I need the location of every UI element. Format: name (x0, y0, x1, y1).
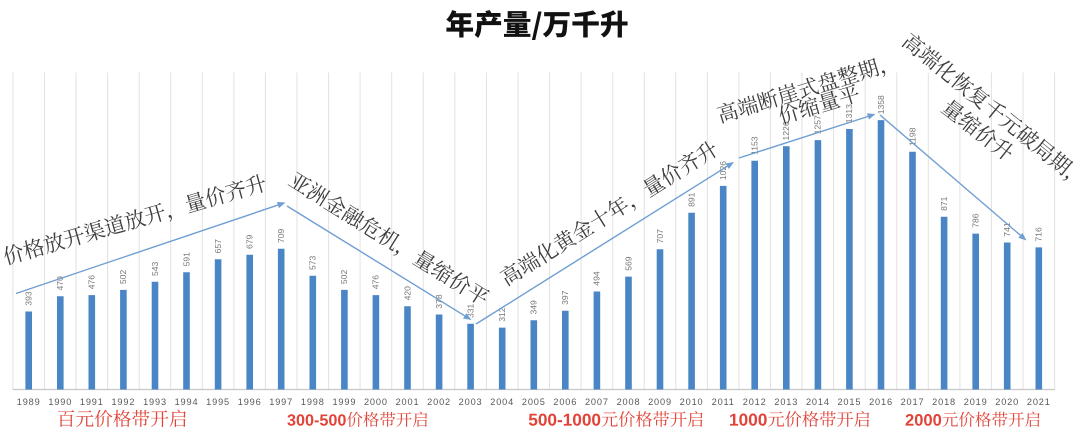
svg-text:569: 569 (623, 256, 633, 271)
svg-text:1992: 1992 (111, 397, 135, 407)
svg-text:1990: 1990 (48, 397, 72, 407)
svg-text:349: 349 (529, 300, 539, 315)
svg-text:2012: 2012 (743, 397, 767, 407)
svg-text:591: 591 (181, 252, 191, 267)
svg-text:1995: 1995 (206, 397, 230, 407)
svg-text:2001: 2001 (396, 397, 420, 407)
svg-text:420: 420 (402, 286, 412, 301)
svg-text:2006: 2006 (553, 397, 577, 407)
svg-text:1999: 1999 (332, 397, 356, 407)
svg-text:2009: 2009 (648, 397, 672, 407)
svg-text:573: 573 (308, 255, 318, 270)
svg-text:393: 393 (24, 291, 34, 306)
svg-text:1994: 1994 (175, 397, 199, 407)
svg-text:2014: 2014 (806, 397, 830, 407)
svg-text:397: 397 (560, 290, 570, 305)
svg-text:2008: 2008 (617, 397, 641, 407)
svg-text:1993: 1993 (143, 397, 167, 407)
svg-text:476: 476 (87, 275, 97, 290)
svg-text:331: 331 (465, 303, 475, 318)
svg-text:2002: 2002 (427, 397, 451, 407)
svg-text:716: 716 (1034, 227, 1044, 242)
svg-text:741: 741 (1002, 222, 1012, 237)
svg-text:891: 891 (686, 192, 696, 207)
svg-text:657: 657 (213, 239, 223, 254)
svg-text:871: 871 (939, 196, 949, 211)
svg-text:1153: 1153 (750, 136, 760, 155)
svg-text:1313: 1313 (844, 104, 854, 123)
svg-text:709: 709 (276, 228, 286, 243)
svg-text:312: 312 (497, 307, 507, 322)
svg-text:502: 502 (339, 270, 349, 285)
svg-text:1026: 1026 (718, 161, 728, 180)
svg-text:476: 476 (371, 275, 381, 290)
svg-text:2005: 2005 (522, 397, 546, 407)
svg-text:2003: 2003 (459, 397, 483, 407)
svg-text:2007: 2007 (585, 397, 609, 407)
svg-text:707: 707 (655, 229, 665, 244)
svg-text:470: 470 (55, 276, 65, 291)
svg-text:1198: 1198 (907, 127, 917, 146)
svg-text:2000: 2000 (364, 397, 388, 407)
svg-text:2020: 2020 (995, 397, 1019, 407)
svg-text:679: 679 (245, 234, 255, 249)
svg-text:1997: 1997 (269, 397, 293, 407)
svg-text:1257: 1257 (813, 115, 823, 134)
svg-text:2021: 2021 (1027, 397, 1051, 407)
svg-text:2011: 2011 (712, 397, 735, 407)
svg-text:2016: 2016 (869, 397, 893, 407)
svg-text:1226: 1226 (781, 121, 791, 140)
svg-text:1989: 1989 (17, 397, 41, 407)
svg-text:2010: 2010 (680, 397, 704, 407)
svg-text:2013: 2013 (774, 397, 798, 407)
svg-text:494: 494 (592, 271, 602, 286)
svg-text:502: 502 (118, 270, 128, 285)
svg-text:2004: 2004 (490, 397, 514, 407)
svg-text:543: 543 (150, 261, 160, 276)
svg-text:2017: 2017 (901, 397, 925, 407)
svg-text:2018: 2018 (932, 397, 956, 407)
svg-text:2019: 2019 (964, 397, 988, 407)
svg-text:1998: 1998 (301, 397, 325, 407)
svg-text:1996: 1996 (238, 397, 262, 407)
svg-text:786: 786 (971, 213, 981, 228)
svg-text:378: 378 (434, 294, 444, 309)
svg-text:1991: 1991 (80, 397, 104, 407)
svg-text:1358: 1358 (876, 95, 886, 114)
svg-text:2015: 2015 (837, 397, 861, 407)
